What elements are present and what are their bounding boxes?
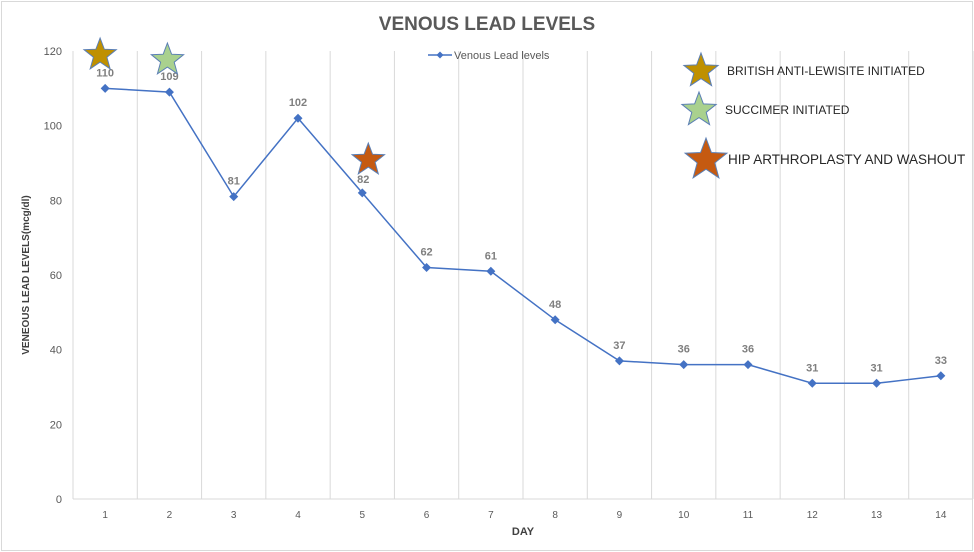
star-icon (82, 36, 118, 70)
star-icon (350, 141, 386, 175)
data-point (293, 113, 303, 123)
x-tick-label: 7 (488, 510, 494, 521)
data-point (486, 266, 496, 276)
data-point (936, 371, 946, 381)
x-tick-label: 5 (360, 510, 366, 521)
data-label: 33 (935, 355, 947, 367)
x-tick-label: 3 (231, 510, 237, 521)
annotation-label: SUCCIMER INITIATED (725, 103, 850, 117)
legend-label: Venous Lead levels (454, 50, 550, 62)
star-icon (683, 136, 729, 179)
x-tick-label: 8 (552, 510, 558, 521)
data-label: 31 (806, 362, 818, 374)
x-tick-label: 6 (424, 510, 430, 521)
data-point (357, 188, 367, 198)
data-label: 31 (870, 362, 882, 374)
data-point (164, 87, 174, 97)
data-label: 81 (228, 176, 240, 188)
y-tick-label: 40 (50, 345, 62, 357)
star-icon (149, 41, 185, 75)
data-label: 109 (160, 71, 178, 83)
chart-title: VENOUS LEAD LEVELS (379, 14, 595, 35)
annotation-label: HIP ARTHROPLASTY AND WASHOUT (728, 152, 965, 167)
data-point (100, 83, 110, 93)
x-tick-label: 12 (807, 510, 819, 521)
x-tick-label: 10 (678, 510, 690, 521)
y-tick-label: 80 (50, 195, 62, 207)
annotation-label: BRITISH ANTI-LEWISITE INITIATED (727, 64, 925, 78)
x-tick-label: 4 (295, 510, 301, 521)
data-point (614, 356, 624, 366)
data-point (550, 315, 560, 325)
y-tick-label: 0 (56, 494, 62, 506)
data-label: 82 (357, 174, 369, 186)
data-point (743, 360, 753, 370)
data-point (229, 192, 239, 202)
series-line (105, 87, 941, 385)
data-label: 48 (549, 299, 561, 311)
data-point (422, 263, 432, 273)
x-axis-title: DAY (512, 526, 535, 538)
y-axis-title: VENEOUS LEAD LEVELS(mcg/dl) (21, 195, 32, 354)
star-icon (682, 51, 720, 87)
y-tick-label: 60 (50, 270, 62, 282)
x-tick-label: 1 (102, 510, 108, 521)
y-tick-label: 100 (44, 121, 62, 133)
x-tick-label: 11 (743, 510, 754, 521)
data-label: 110 (96, 67, 114, 79)
data-label: 61 (485, 250, 497, 262)
x-tick-label: 2 (167, 510, 173, 521)
data-label: 36 (678, 344, 690, 356)
x-tick-label: 9 (617, 510, 623, 521)
legend-marker (436, 51, 444, 59)
star-icon (680, 90, 718, 126)
y-tick-label: 20 (50, 419, 62, 431)
data-label: 36 (742, 344, 754, 356)
data-point (807, 378, 817, 388)
x-tick-label: 13 (871, 510, 883, 521)
data-label: 62 (420, 247, 432, 259)
x-tick-label: 14 (935, 510, 947, 521)
data-point (679, 360, 689, 370)
data-point (872, 378, 882, 388)
data-label: 37 (613, 340, 625, 352)
data-label: 102 (289, 97, 307, 109)
y-tick-label: 120 (44, 46, 62, 58)
